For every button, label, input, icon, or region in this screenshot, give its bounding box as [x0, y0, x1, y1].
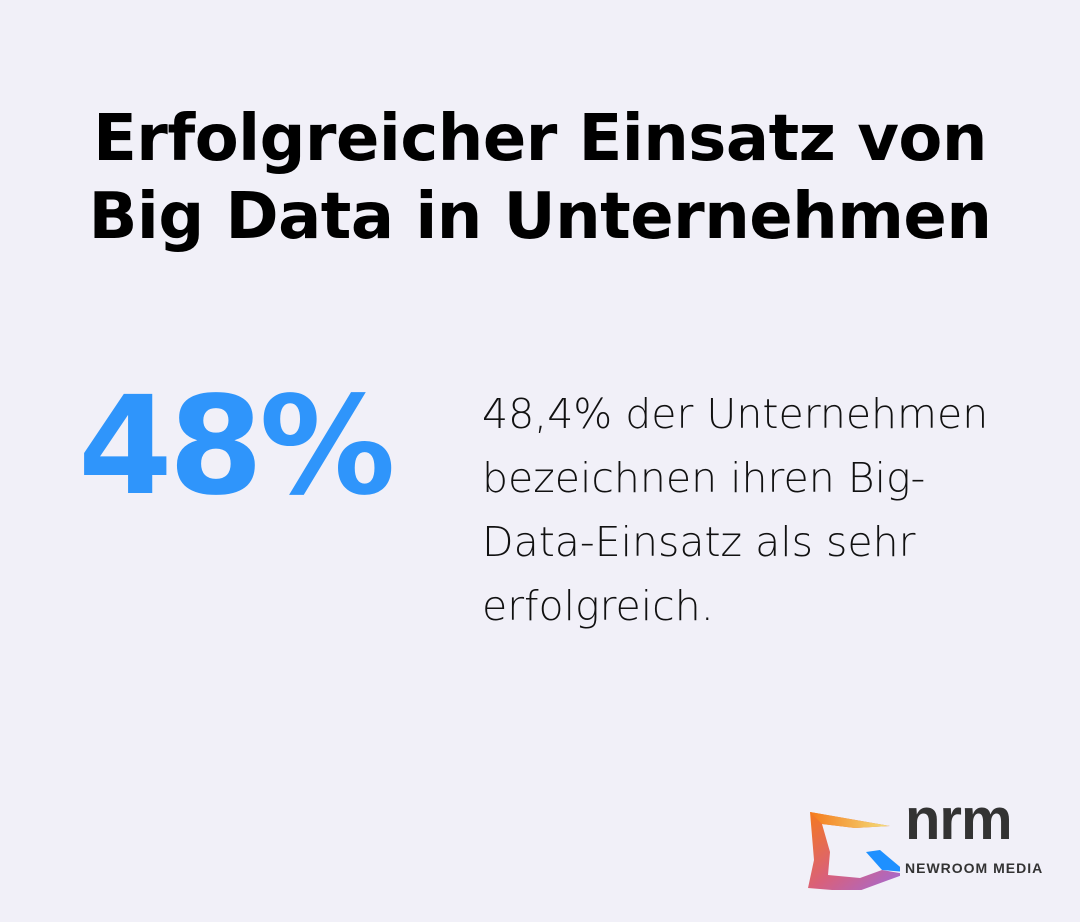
logo-subtitle: NEWROOM MEDIA [905, 860, 1044, 876]
logo-mark-icon [808, 812, 900, 890]
title-line-2: Big Data in Unternehmen [88, 180, 992, 254]
stat-value: 48% [78, 368, 396, 526]
stat-description: 48,4% der Unternehmen bezeichnen ihren B… [482, 390, 989, 630]
brand-logo: nrm NEWROOM MEDIA [800, 787, 1050, 890]
title-line-1: Erfolgreicher Einsatz von [93, 102, 987, 176]
page-title: Erfolgreicher Einsatz von Big Data in Un… [0, 100, 1080, 256]
logo-name: nrm [905, 787, 1013, 852]
